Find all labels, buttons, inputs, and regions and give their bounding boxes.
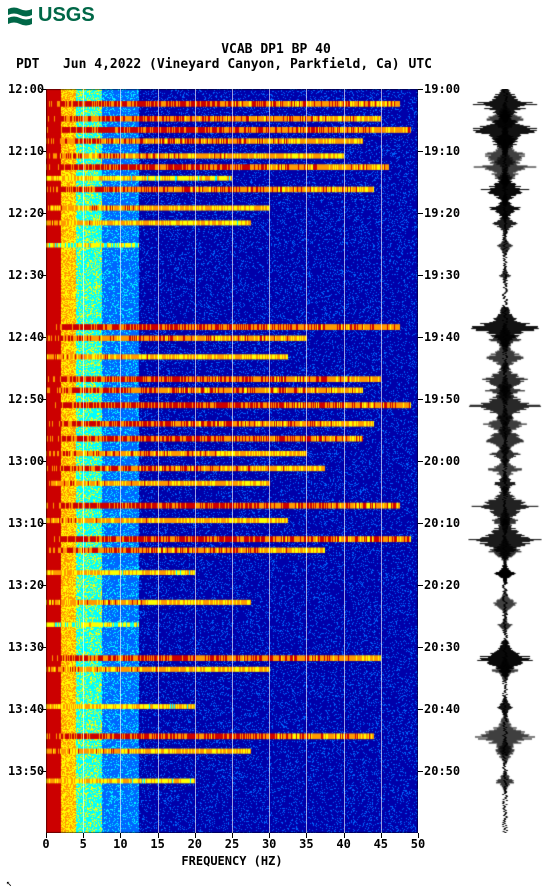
- y-tick-left: 12:50: [8, 392, 44, 406]
- x-tick: 40: [336, 837, 350, 851]
- waveform-panel: [468, 89, 542, 833]
- y-tick-left: 13:30: [8, 640, 44, 654]
- y-tick-left: 13:20: [8, 578, 44, 592]
- y-tick-right: 20:00: [424, 454, 460, 468]
- y-tick-left: 12:40: [8, 330, 44, 344]
- y-tick-right: 20:10: [424, 516, 460, 530]
- usgs-logo: USGS: [6, 4, 95, 27]
- y-tick-left: 13:10: [8, 516, 44, 530]
- y-tick-left: 13:40: [8, 702, 44, 716]
- cursor-indicator: ↖: [6, 878, 12, 889]
- x-tick: 45: [374, 837, 388, 851]
- x-axis-label: FREQUENCY (HZ): [181, 854, 282, 868]
- y-tick-right: 19:10: [424, 144, 460, 158]
- y-tick-right: 20:30: [424, 640, 460, 654]
- waveform-canvas: [468, 89, 542, 833]
- spectrogram-plot: 05101520253035404550 FREQUENCY (HZ): [46, 89, 418, 833]
- y-tick-left: 12:20: [8, 206, 44, 220]
- date-location: Jun 4,2022 (Vineyard Canyon, Parkfield, …: [63, 57, 400, 72]
- chart-title: VCAB DP1 BP 40: [0, 42, 552, 57]
- x-tick: 0: [42, 837, 49, 851]
- y-tick-right: 20:20: [424, 578, 460, 592]
- x-tick: 10: [113, 837, 127, 851]
- x-tick: 20: [188, 837, 202, 851]
- y-tick-left: 13:00: [8, 454, 44, 468]
- y-tick-left: 13:50: [8, 764, 44, 778]
- y-tick-right: 19:20: [424, 206, 460, 220]
- y-tick-right: 20:40: [424, 702, 460, 716]
- chart-subtitle: PDT Jun 4,2022 (Vineyard Canyon, Parkfie…: [16, 57, 400, 72]
- y-tick-right: 19:00: [424, 82, 460, 96]
- x-tick: 25: [225, 837, 239, 851]
- x-tick: 50: [411, 837, 425, 851]
- timezone-left: PDT: [16, 57, 39, 72]
- logo-text: USGS: [38, 4, 95, 27]
- x-tick: 15: [150, 837, 164, 851]
- y-tick-left: 12:00: [8, 82, 44, 96]
- y-tick-right: 20:50: [424, 764, 460, 778]
- x-tick: 35: [299, 837, 313, 851]
- x-tick: 5: [80, 837, 87, 851]
- timezone-right: UTC: [409, 57, 432, 72]
- x-tick: 30: [262, 837, 276, 851]
- y-tick-right: 19:30: [424, 268, 460, 282]
- y-tick-left: 12:10: [8, 144, 44, 158]
- y-tick-right: 19:50: [424, 392, 460, 406]
- y-tick-left: 12:30: [8, 268, 44, 282]
- y-tick-right: 19:40: [424, 330, 460, 344]
